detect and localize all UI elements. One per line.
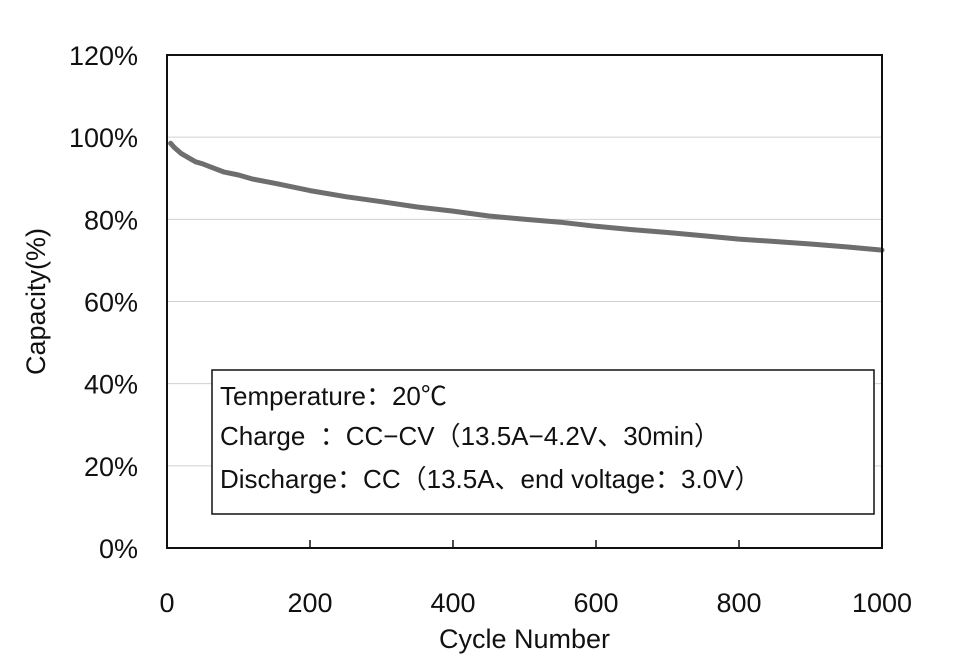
- y-tick-label: 100%: [69, 123, 138, 153]
- series-layer: [168, 140, 885, 253]
- plot-area-frame: [166, 54, 883, 549]
- y-tick-label: 20%: [84, 452, 138, 482]
- x-tick-label: 1000: [852, 588, 912, 618]
- annotation-discharge: Discharge：CC（13.5A、end voltage：3.0V）: [220, 464, 760, 494]
- x-tick-label: 400: [430, 588, 475, 618]
- x-tick-label: 600: [573, 588, 618, 618]
- x-tick-label: 200: [287, 588, 332, 618]
- y-tick-label: 40%: [84, 370, 138, 400]
- y-tick-label: 80%: [84, 205, 138, 235]
- ticks: [309, 540, 740, 548]
- x-tick-label: 0: [159, 588, 174, 618]
- capacity-series-line: [168, 140, 885, 253]
- y-tick-label: 120%: [69, 41, 138, 71]
- y-tick-label: 0%: [99, 534, 138, 564]
- test-conditions-box: Temperature：20℃ Charge ：CC−CV（13.5A−4.2V…: [211, 369, 875, 515]
- x-tick-labels: 0 200 400 600 800 1000: [159, 588, 912, 618]
- test-conditions-frame: [211, 369, 875, 515]
- y-axis-title: Capacity(%): [21, 228, 51, 375]
- y-tick-labels: 0% 20% 40% 60% 80% 100% 120%: [69, 41, 138, 564]
- annotation-temperature: Temperature：20℃: [220, 381, 447, 411]
- y-tick-label: 60%: [84, 288, 138, 318]
- x-axis-title: Cycle Number: [439, 624, 610, 654]
- annotation-charge: Charge ：CC−CV（13.5A−4.2V、30min）: [220, 421, 720, 451]
- x-tick-label: 800: [716, 588, 761, 618]
